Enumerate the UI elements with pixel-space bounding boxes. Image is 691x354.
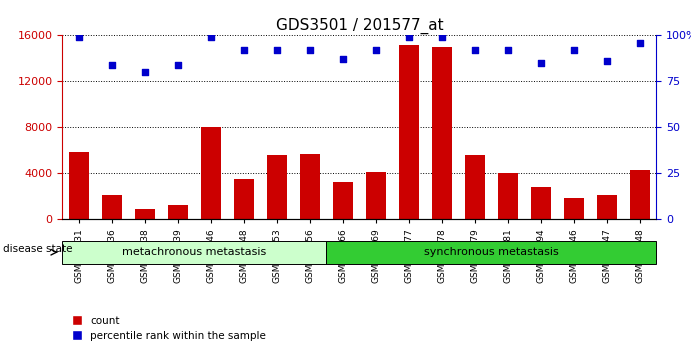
Point (569, 47, 580, 53)
Title: GDS3501 / 201577_at: GDS3501 / 201577_at (276, 18, 443, 34)
Bar (531, 187, 551, 219)
Point (337, 57, 348, 62)
Point (272, 47, 283, 53)
Bar (498, 173, 518, 219)
Point (238, 47, 249, 53)
Bar (300, 154, 320, 219)
Point (601, 58, 612, 64)
Point (469, 47, 480, 53)
Point (502, 47, 513, 53)
Bar (465, 155, 485, 219)
Bar (366, 172, 386, 219)
Point (370, 47, 381, 53)
Point (172, 62, 183, 68)
Bar (135, 209, 155, 219)
Bar (399, 45, 419, 219)
Bar (630, 170, 650, 219)
Point (205, 34, 216, 40)
Bar (102, 195, 122, 219)
Legend: count, percentile rank within the sample: count, percentile rank within the sample (68, 312, 270, 345)
Bar (168, 205, 188, 219)
Point (536, 60, 547, 66)
Bar (201, 127, 220, 219)
Bar (432, 47, 452, 219)
Point (634, 40, 645, 46)
Bar (597, 195, 617, 219)
Point (404, 34, 415, 40)
Text: disease state: disease state (3, 244, 73, 254)
Bar (564, 198, 584, 219)
Text: synchronous metastasis: synchronous metastasis (424, 247, 559, 257)
Point (436, 34, 447, 40)
Text: metachronous metastasis: metachronous metastasis (122, 247, 266, 257)
Point (139, 69, 150, 75)
Point (304, 47, 315, 53)
Bar (333, 182, 352, 219)
Bar (69, 152, 88, 219)
Bar (234, 179, 254, 219)
Point (106, 62, 117, 68)
Point (73, 34, 84, 40)
Bar (267, 155, 287, 219)
